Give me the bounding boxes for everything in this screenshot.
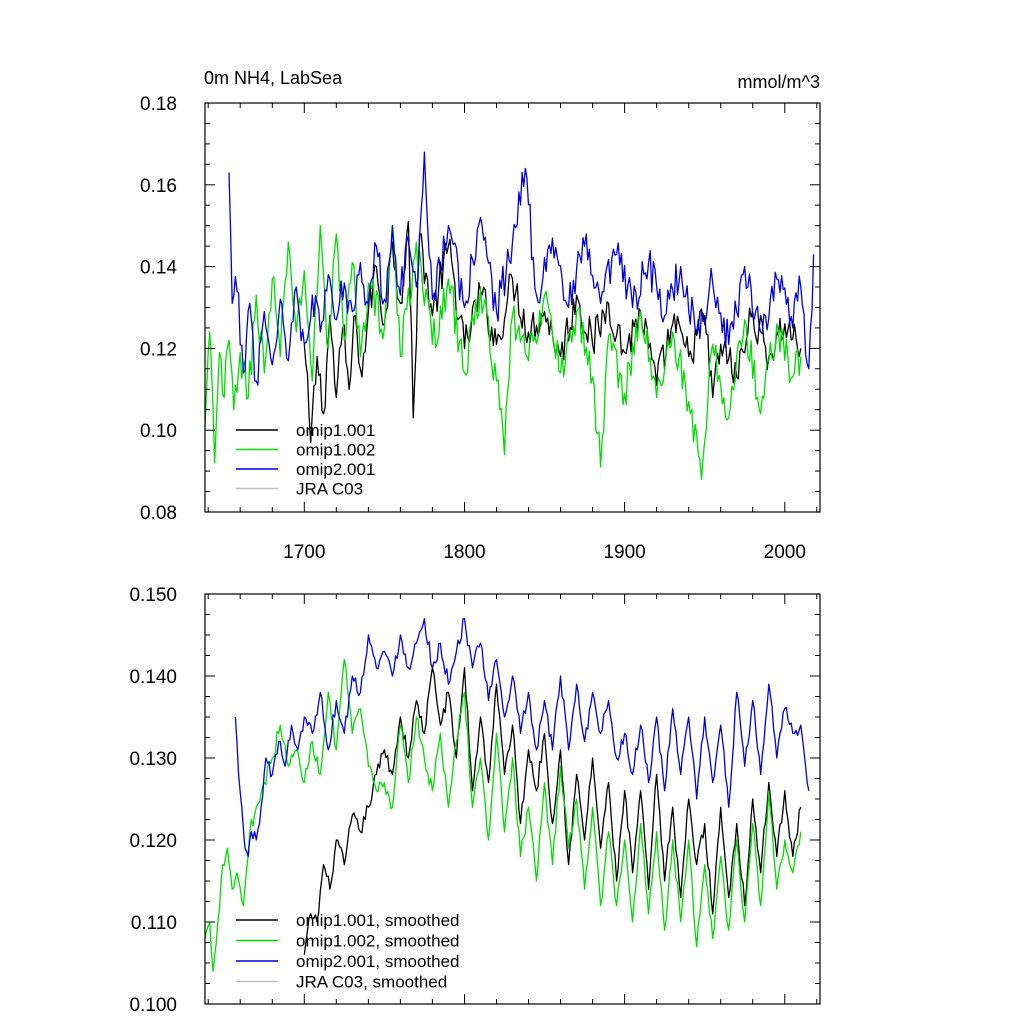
y-tick-label: 0.100 xyxy=(129,995,177,1016)
y-tick-label: 0.08 xyxy=(140,503,177,524)
series-line-omip2-001-smoothed xyxy=(234,617,810,858)
series-line-omip2-001 xyxy=(228,151,815,386)
y-tick-label: 0.14 xyxy=(140,258,177,279)
x-tick-label: 1800 xyxy=(443,542,485,563)
y-tick-label: 0.120 xyxy=(129,831,177,852)
y-tick-label: 0.10 xyxy=(140,421,177,442)
legend-label: omip1.001, smoothed xyxy=(296,911,460,930)
legend-label: JRA C03 xyxy=(296,480,363,499)
legend-label: omip2.001 xyxy=(296,460,375,479)
series-line-omip1-002 xyxy=(204,225,802,480)
y-tick-label: 0.18 xyxy=(140,94,177,115)
chart-title: 0m NH4, LabSea xyxy=(204,68,343,88)
y-tick-label: 0.130 xyxy=(129,749,177,770)
bottom-series-layer xyxy=(204,617,810,972)
chart-units: mmol/m^3 xyxy=(738,72,820,92)
y-tick-label: 0.150 xyxy=(129,585,177,606)
top-ticks-layer: 0.08 0.10 0.12 0.14 0.16 0.18 1700 1800 1900 2000 xyxy=(140,94,820,563)
x-tick-label: 2000 xyxy=(764,542,806,563)
y-tick-label: 0.110 xyxy=(131,913,177,934)
legend-label: omip1.001 xyxy=(296,421,375,440)
series-line-omip1-002-smoothed xyxy=(204,658,802,972)
legend-label: omip2.001, smoothed xyxy=(296,952,460,971)
legend-label: JRA C03, smoothed xyxy=(296,973,447,992)
legend-label: omip1.002 xyxy=(296,441,375,460)
bottom-ticks-layer: 0.100 0.110 0.120 0.130 0.140 0.150 xyxy=(129,585,820,1016)
series-line-omip1-001-smoothed xyxy=(303,667,802,955)
legend-label: omip1.002, smoothed xyxy=(296,932,460,951)
y-tick-label: 0.140 xyxy=(129,667,177,688)
bottom-legend: omip1.001, smoothed omip1.002, smoothedom… xyxy=(236,911,460,992)
y-tick-label: 0.16 xyxy=(140,176,177,197)
x-tick-label: 1700 xyxy=(283,542,325,563)
bottom-panel: 0.100 0.110 0.120 0.130 0.140 0.150 omip1.001… xyxy=(129,585,821,1016)
top-panel: 0m NH4, LabSea mmol/m^3 0.08 0.10 0.12 0.14… xyxy=(140,68,821,563)
y-tick-label: 0.12 xyxy=(140,339,177,360)
top-series-layer xyxy=(204,151,815,480)
x-tick-label: 1900 xyxy=(603,542,645,563)
